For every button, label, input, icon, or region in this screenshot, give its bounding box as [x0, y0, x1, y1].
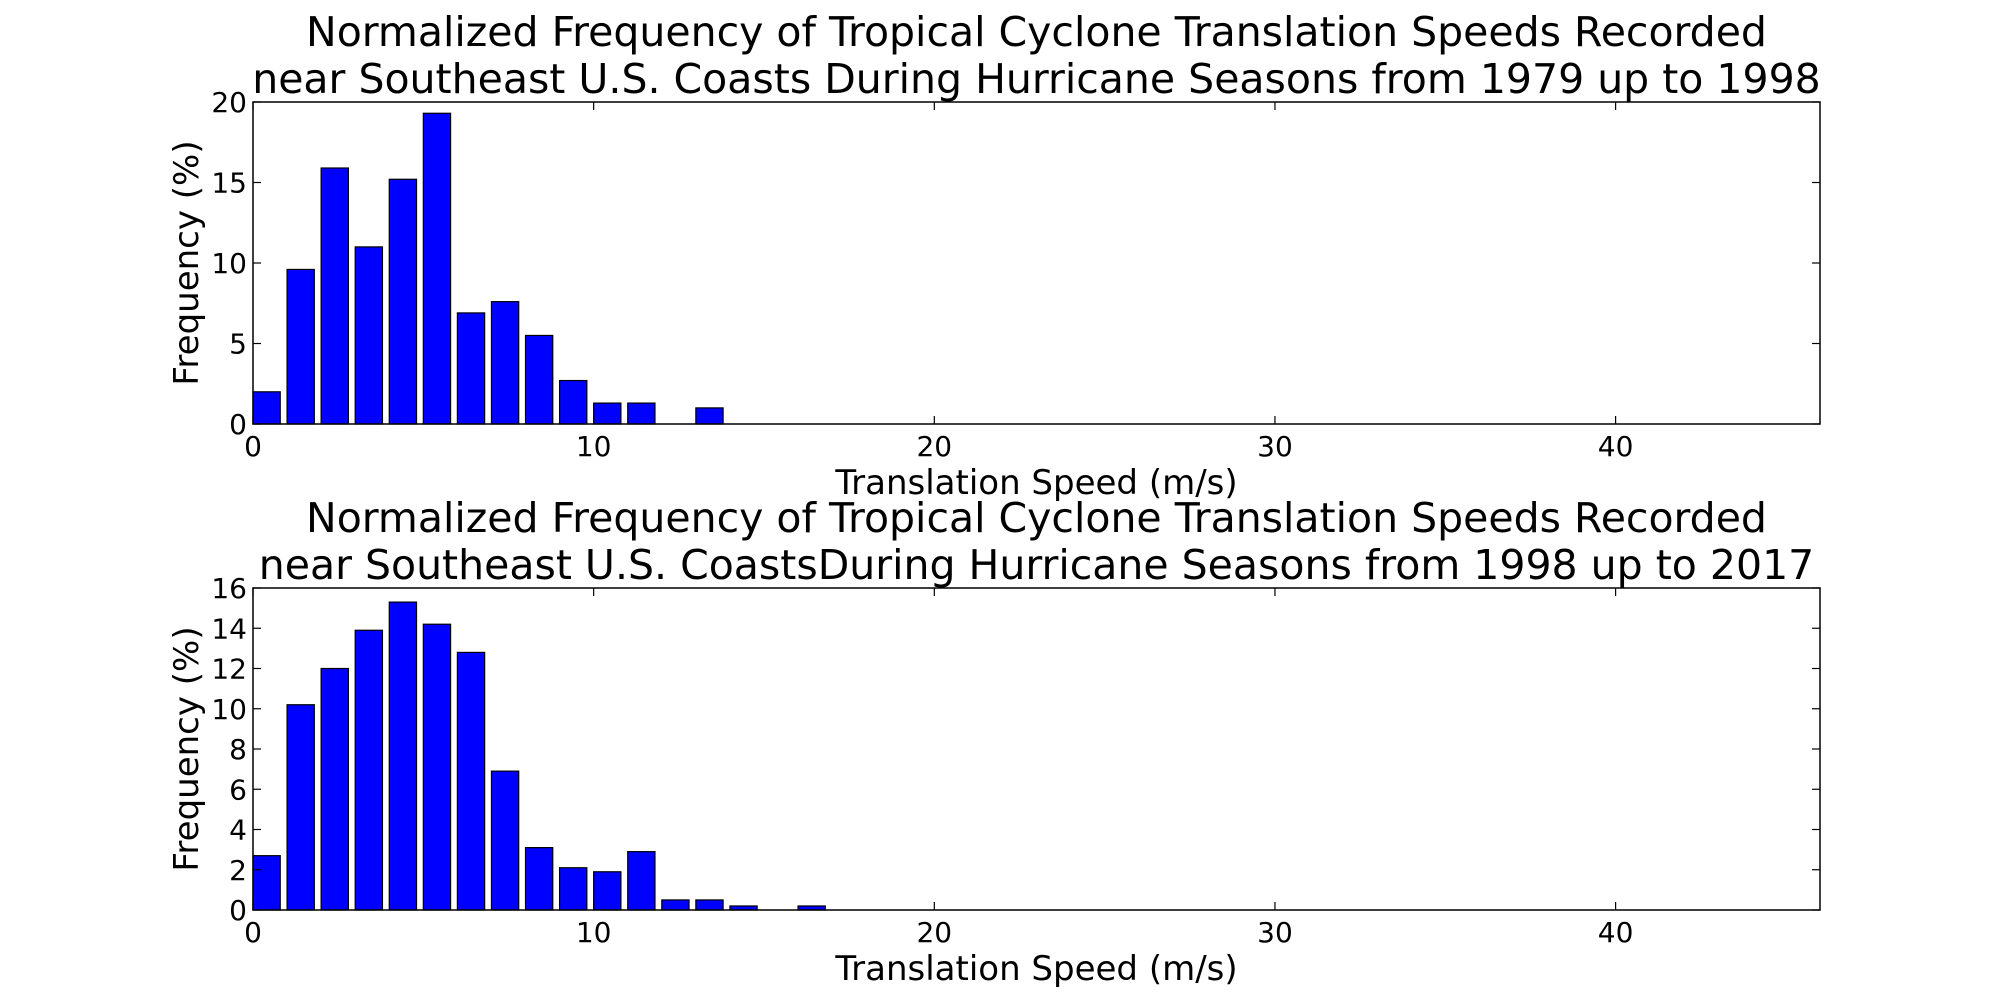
bar-series — [252, 601, 826, 911]
x-axis-label: Translation Speed (m/s) — [834, 463, 1237, 503]
x-tick-label: 0 — [244, 916, 262, 949]
bar — [593, 871, 622, 911]
bar — [320, 167, 349, 425]
y-tick-label: 4 — [229, 814, 247, 847]
bar — [695, 899, 724, 911]
x-tick-label: 30 — [1257, 430, 1293, 463]
y-tick-label: 0 — [229, 894, 247, 927]
bar — [354, 246, 384, 425]
y-tick-label: 12 — [211, 653, 247, 686]
bar — [524, 334, 554, 425]
chart-title-line-1: Normalized Frequency of Tropical Cyclone… — [306, 494, 1767, 542]
chart-panel-1979-1998: Normalized Frequency of Tropical Cyclone… — [167, 8, 1821, 503]
y-tick-label: 8 — [229, 733, 247, 766]
axes-frame — [252, 101, 1821, 425]
bar — [695, 407, 724, 425]
y-tick-label: 0 — [229, 408, 247, 441]
y-tick-label: 14 — [211, 612, 247, 645]
bar — [422, 623, 452, 911]
x-tick-label: 30 — [1257, 916, 1293, 949]
bar — [388, 178, 418, 425]
chart-panel-1998-2017: Normalized Frequency of Tropical Cyclone… — [167, 494, 1821, 989]
chart-title-line-2: near Southeast U.S. CoastsDuring Hurrica… — [259, 541, 1815, 589]
x-tick-label: 40 — [1598, 430, 1634, 463]
bar — [320, 667, 349, 911]
bar — [627, 851, 656, 911]
bar — [388, 601, 418, 911]
bar — [490, 770, 520, 911]
bar — [558, 379, 588, 425]
y-tick-label: 5 — [229, 328, 247, 361]
x-tick-label: 20 — [916, 430, 952, 463]
bar — [252, 855, 281, 911]
y-axis-label: Frequency (%) — [167, 140, 207, 385]
bar — [627, 402, 656, 425]
bar — [661, 899, 690, 911]
bar — [558, 867, 588, 911]
x-tick-label: 20 — [916, 916, 952, 949]
bar — [252, 391, 281, 425]
bar — [422, 112, 452, 425]
bar — [456, 651, 486, 911]
bar — [490, 301, 520, 425]
x-tick-label: 10 — [576, 916, 612, 949]
chart-title-line-2: near Southeast U.S. Coasts During Hurric… — [252, 55, 1821, 103]
bar — [286, 704, 315, 911]
bar — [354, 629, 384, 911]
bar — [286, 268, 315, 425]
bar-series — [252, 112, 724, 425]
y-tick-label: 2 — [229, 854, 247, 887]
bar — [593, 402, 622, 425]
y-tick-label: 10 — [211, 693, 247, 726]
x-axis-label: Translation Speed (m/s) — [834, 949, 1237, 989]
y-tick-label: 16 — [211, 572, 247, 605]
x-tick-label: 0 — [244, 430, 262, 463]
x-tick-label: 10 — [576, 430, 612, 463]
x-tick-label: 40 — [1598, 916, 1634, 949]
y-tick-label: 20 — [211, 86, 247, 119]
y-axis-label: Frequency (%) — [167, 626, 207, 871]
y-tick-label: 6 — [229, 773, 247, 806]
chart-title-line-1: Normalized Frequency of Tropical Cyclone… — [306, 8, 1767, 56]
y-tick-label: 10 — [211, 247, 247, 280]
bar — [456, 312, 486, 425]
bar — [524, 847, 554, 911]
y-tick-label: 15 — [211, 167, 247, 200]
axes-frame — [252, 587, 1821, 911]
